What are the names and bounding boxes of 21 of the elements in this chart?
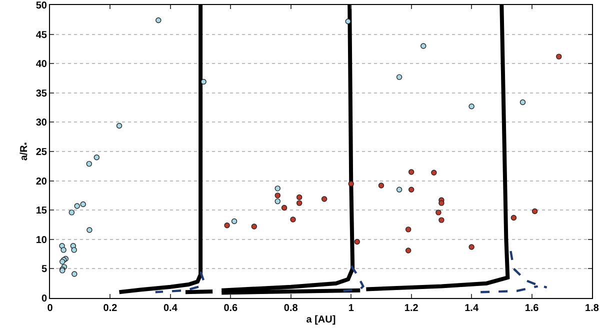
x-tick-label: 1.6 (524, 303, 540, 314)
x-axis-title: a [AU] (306, 314, 336, 326)
y-tick-label: 50 (36, 0, 48, 12)
y-tick-label: 20 (36, 176, 48, 188)
x-tick-label: 0.8 (284, 303, 298, 314)
y-tick-label: 45 (36, 30, 48, 41)
y-tick-label: 40 (36, 59, 48, 70)
y-tick-label: 35 (36, 88, 48, 100)
y-tick-label: 25 (36, 147, 48, 158)
y-tick-label: 30 (36, 118, 48, 129)
x-tick-label: 1.8 (585, 303, 600, 314)
x-tick-label: 1.2 (404, 303, 419, 314)
y-tick-label: 5 (41, 264, 48, 276)
y-tick-label: 15 (36, 206, 48, 217)
y-tick-label: 10 (36, 234, 48, 246)
y-tick-label: 0 (41, 294, 48, 304)
x-tick-label: 0.4 (163, 303, 178, 314)
x-tick-label: 1.4 (464, 303, 479, 314)
x-tick-label: 0.6 (224, 303, 238, 314)
x-tick-label: 1 (348, 303, 354, 314)
x-tick-label: 0.2 (103, 303, 118, 314)
